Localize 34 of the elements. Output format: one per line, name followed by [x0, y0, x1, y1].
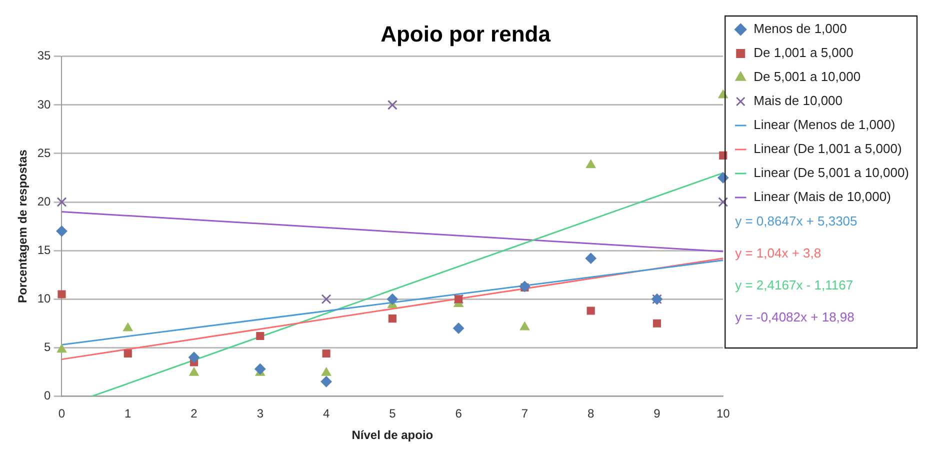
y-tick-label: 15: [37, 242, 52, 257]
x-tick-label: 2: [190, 406, 198, 421]
y-tick-label: 0: [44, 388, 52, 403]
y-tick-label: 25: [37, 146, 52, 160]
legend-label: Linear (De 5,001 a 10,000): [754, 165, 910, 180]
x-tick-label: 0: [58, 406, 66, 421]
y-tick-label: 35: [37, 48, 52, 63]
y-tick-label: 10: [37, 291, 52, 306]
y-tick-label: 30: [37, 97, 52, 112]
legend-label: Linear (De 1,001 a 5,000): [754, 141, 902, 156]
text: y = 1,04x + 3,8: [735, 246, 822, 261]
y-tick-label: 20: [37, 194, 52, 208]
x-tick-label: 3: [256, 406, 264, 421]
text: y = 2,4167x - 1,1167: [735, 278, 854, 293]
x-tick-label: 6: [455, 406, 462, 421]
x-axis-title: Nível de apoio: [352, 428, 434, 442]
legend-label: Linear (Mais de 10,000): [754, 189, 891, 204]
text: y = -0,4082x + 18,98: [735, 310, 854, 325]
x-tick-label: 7: [521, 406, 528, 421]
x-tick-label: 1: [124, 406, 132, 421]
x-tick-label: 5: [389, 406, 396, 421]
legend-label: Mais de 10,000: [754, 93, 843, 108]
x-tick-label: 8: [588, 406, 594, 421]
legend-label: De 5,001 a 10,000: [754, 69, 861, 84]
legend-label: De 1,001 a 5,000: [754, 45, 854, 60]
x-tick-label: 4: [322, 406, 330, 421]
legend-label: Menos de 1,000: [754, 21, 847, 36]
legend-label: Linear (Menos de 1,000): [754, 117, 896, 132]
y-tick-label: 5: [44, 340, 52, 354]
x-tick-label: 9: [654, 406, 661, 421]
text: y = 0,8647x + 5,3305: [735, 214, 858, 229]
chart-title: Apoio por renda: [380, 21, 552, 46]
x-tick-label: 10: [716, 406, 730, 421]
y-axis-title: Porcentagem de respostas: [16, 149, 30, 304]
